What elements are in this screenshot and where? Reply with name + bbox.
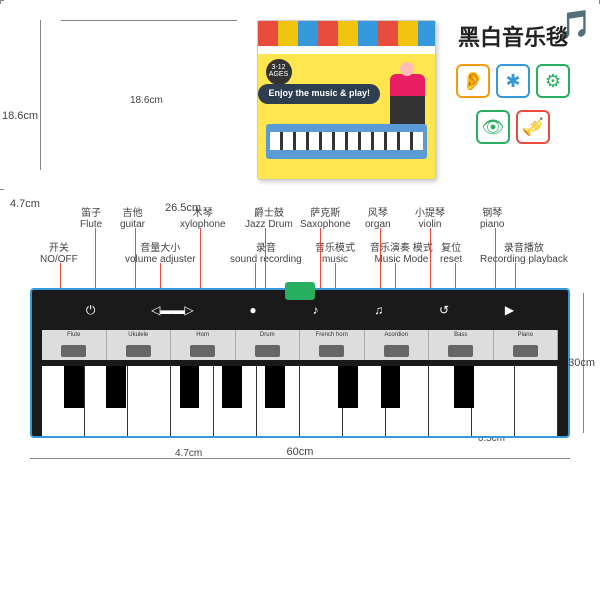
- instr-drum: 爵士鼓Jazz Drum: [245, 208, 293, 230]
- dim-line-horizontal: [61, 20, 237, 21]
- box-stripes: [258, 21, 435, 46]
- note-icon: ♪: [312, 303, 318, 317]
- box-drip: [258, 46, 435, 54]
- dim-label-30: 30cm: [568, 357, 595, 369]
- vol-icon: ◁▬▬▷: [151, 303, 193, 317]
- instrument-row: Flute Ukulele Horn Drum French horn Acor…: [42, 330, 558, 360]
- age-badge: 3-12 AGES: [266, 59, 292, 85]
- instr-guitar: 吉他guitar: [120, 208, 145, 230]
- trumpet-icon: 🎺: [516, 110, 550, 144]
- feature-icons: 👂 ✱ ⚙: [456, 64, 570, 98]
- dim-label-inner: 18.6cm: [130, 95, 163, 106]
- power-icon: ⏻: [86, 303, 96, 318]
- side-panel: 黑白音乐毯 👂 ✱ ⚙ 👁 🎺: [456, 20, 570, 180]
- brain-icon: ⚙: [536, 64, 570, 98]
- dim-60-row: 60cm: [0, 446, 600, 458]
- instr-violin: 小提琴violin: [415, 208, 445, 230]
- note2-icon: ♫: [374, 303, 383, 317]
- instr-cell: Bass: [429, 330, 494, 360]
- instr-xylo: 木琴xylophone: [180, 208, 226, 230]
- music-mat: ⏻ ◁▬▬▷ ● ♪ ♫ ↺ ▶ Flute Ukulele Horn Drum…: [30, 288, 570, 438]
- ctrl-reset: 复位reset: [440, 243, 462, 265]
- play-icon: ▶: [505, 303, 514, 317]
- instr-cell: Drum: [236, 330, 301, 360]
- ctrl-onoff: 开关NO/OFF: [40, 243, 78, 265]
- label-callouts: 笛子Flute 吉他guitar 木琴xylophone 爵士鼓Jazz Dru…: [0, 208, 600, 288]
- dim-line-vertical: [40, 20, 41, 170]
- ear-icon: 👂: [456, 64, 490, 98]
- mat-controls: ⏻ ◁▬▬▷ ● ♪ ♫ ↺ ▶: [38, 296, 562, 324]
- speaker: [285, 282, 315, 300]
- dim-label-60: 60cm: [281, 446, 320, 458]
- instr-cell: French horn: [300, 330, 365, 360]
- eye-icon: 👁: [476, 110, 510, 144]
- child-figure: [390, 74, 425, 129]
- instr-flute: 笛子Flute: [80, 208, 102, 230]
- dim-line-60: [30, 458, 570, 459]
- box-content: 3-12 AGES PIANO MUSIC MAT Enjoy the musi…: [258, 54, 435, 174]
- instr-cell: Horn: [171, 330, 236, 360]
- instr-cell: Acordion: [365, 330, 430, 360]
- product-box: 3-12 AGES PIANO MUSIC MAT Enjoy the musi…: [257, 20, 436, 180]
- mat-preview: [266, 124, 427, 159]
- instr-organ: 风琴organ: [365, 208, 391, 230]
- top-section: 18.6cm 26.5cm 4.7cm 18.6cm 3-12 AGES PIA…: [0, 0, 600, 190]
- instr-sax: 萨克斯Saxophone: [300, 208, 351, 230]
- piano-keys: [42, 366, 558, 436]
- ctrl-music: 音乐模式music: [315, 243, 355, 265]
- product-name: 黑白音乐毯: [458, 20, 568, 52]
- black-keys: [42, 366, 558, 408]
- feature-icons-2: 👁 🎺: [476, 110, 550, 144]
- rec-icon: ●: [249, 303, 256, 317]
- reset-icon: ↺: [439, 303, 449, 317]
- instr-cell: Flute: [42, 330, 107, 360]
- instr-cell: Piano: [494, 330, 559, 360]
- tagline: Enjoy the music & play!: [258, 84, 380, 104]
- spark-icon: ✱: [496, 64, 530, 98]
- dim-label-height: 18.6cm: [2, 110, 38, 122]
- instr-piano: 钢琴piano: [480, 208, 504, 230]
- ctrl-playback: 录音播放Recording playback: [480, 243, 568, 265]
- instr-cell: Ukulele: [107, 330, 172, 360]
- mat-diagram: ⏻ ◁▬▬▷ ● ♪ ♫ ↺ ▶ Flute Ukulele Horn Drum…: [30, 288, 570, 438]
